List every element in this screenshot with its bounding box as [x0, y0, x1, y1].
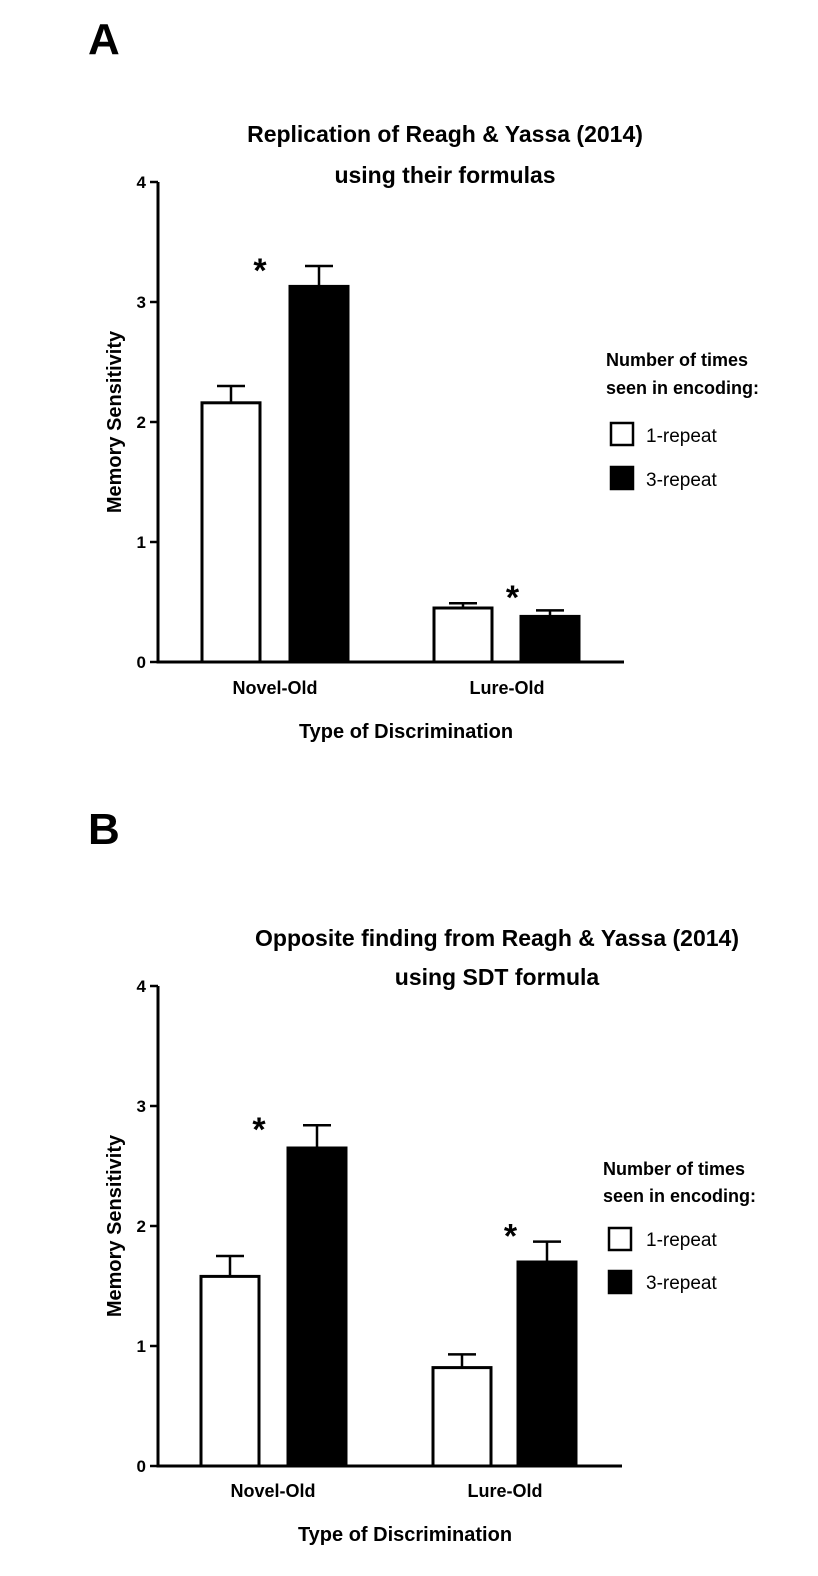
x-axis-label: Type of Discrimination	[299, 721, 513, 743]
legend-title-line: Number of times	[606, 350, 748, 370]
legend-entry-label: 1-repeat	[646, 1230, 717, 1251]
y-tick-label: 4	[137, 173, 147, 192]
significance-marker: *	[506, 579, 520, 617]
panel-a: A Replication of Reagh & Yassa (2014) usin…	[88, 15, 759, 743]
legend-swatch	[607, 1226, 633, 1252]
legend-entry-label: 1-repeat	[646, 426, 717, 447]
y-tick-label: 1	[137, 1337, 146, 1356]
y-axis-label: Memory Sensitivity	[104, 1134, 126, 1317]
x-tick-label: Lure-Old	[470, 678, 545, 698]
y-tick-label: 2	[137, 1217, 146, 1236]
legend: Number of times seen in encoding: 1-repeat…	[606, 350, 759, 491]
y-tick-label: 1	[137, 533, 146, 552]
chart-title-line: Replication of Reagh & Yassa (2014)	[247, 121, 643, 147]
chart-title-line: using their formulas	[334, 162, 555, 188]
legend-swatch	[609, 465, 635, 491]
bar	[519, 614, 581, 664]
bar	[516, 1260, 578, 1468]
chart-title-line: using SDT formula	[395, 964, 600, 990]
bar	[286, 1146, 348, 1468]
y-tick-label: 3	[137, 293, 146, 312]
x-axis-label: Type of Discrimination	[298, 1524, 512, 1546]
panel-b: B Opposite finding from Reagh & Yassa (20…	[88, 805, 756, 1546]
significance-marker: *	[253, 252, 267, 290]
y-axis-label: Memory Sensitivity	[104, 330, 126, 513]
legend-entry-label: 3-repeat	[646, 1273, 717, 1294]
legend-swatch	[609, 421, 635, 447]
bar	[200, 401, 262, 664]
legend-title-line: seen in encoding:	[606, 378, 759, 398]
y-tick-label: 2	[137, 413, 146, 432]
legend-title-line: seen in encoding:	[603, 1186, 756, 1206]
bar	[431, 1366, 493, 1468]
significance-marker: *	[504, 1218, 518, 1256]
legend-entry-label: 3-repeat	[646, 470, 717, 491]
x-tick-label: Lure-Old	[468, 1481, 543, 1501]
legend: Number of times seen in encoding: 1-repeat…	[603, 1159, 756, 1295]
legend-title-line: Number of times	[603, 1159, 745, 1179]
bar	[199, 1274, 261, 1468]
panel-letter: B	[88, 805, 120, 854]
significance-marker: *	[252, 1111, 266, 1149]
panel-letter: A	[88, 15, 120, 64]
y-tick-label: 3	[137, 1097, 146, 1116]
bar	[432, 606, 494, 664]
y-tick-label: 0	[137, 653, 146, 672]
y-tick-label: 4	[137, 977, 147, 996]
legend-swatch	[607, 1269, 633, 1295]
x-tick-label: Novel-Old	[230, 1481, 315, 1501]
y-tick-label: 0	[137, 1457, 146, 1476]
bar	[288, 284, 350, 664]
chart-title-line: Opposite finding from Reagh & Yassa (201…	[255, 925, 739, 951]
x-tick-label: Novel-Old	[232, 678, 317, 698]
